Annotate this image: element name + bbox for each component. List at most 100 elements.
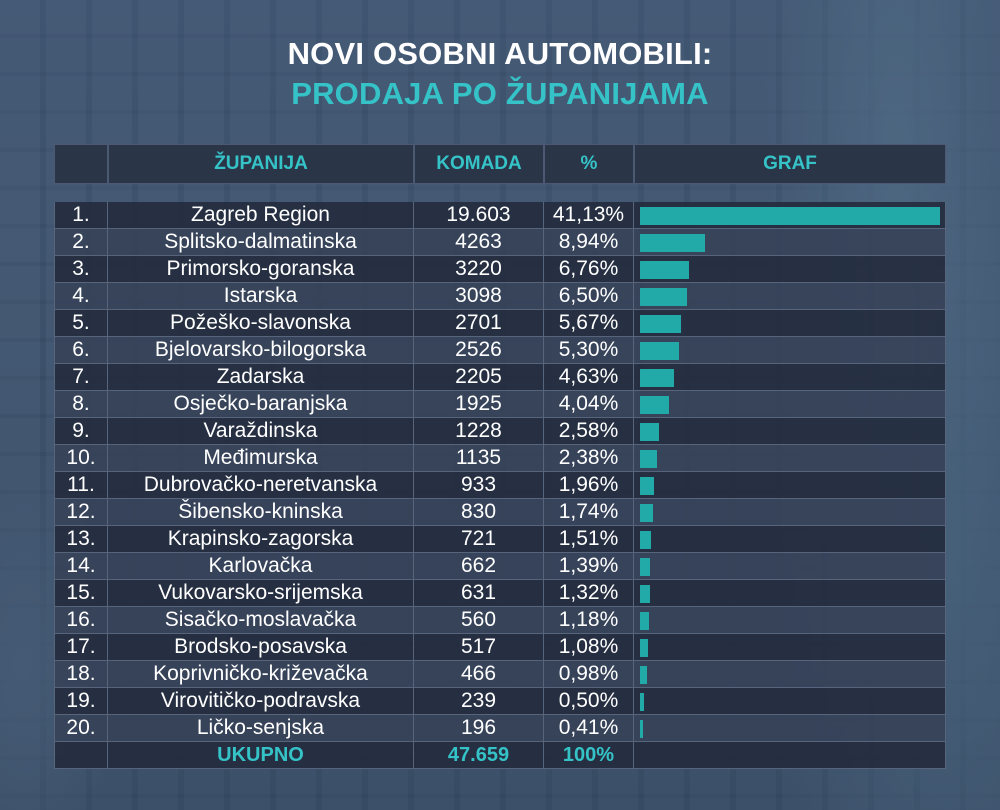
total-graph-cell [634,742,946,769]
region-name-cell: Brodsko-posavska [108,634,414,661]
region-name-cell: Međimurska [108,445,414,472]
table-row: 8. Osječko-baranjska 1925 4,04% [54,391,946,418]
rank-cell: 16. [54,607,108,634]
table-row: 20. Ličko-senjska 196 0,41% [54,715,946,742]
region-name-cell: Šibensko-kninska [108,499,414,526]
total-pct: 100% [544,742,634,769]
region-name-cell: Varaždinska [108,418,414,445]
rank-cell: 17. [54,634,108,661]
header-qty: KOMADA [414,144,544,184]
rank-cell: 4. [54,283,108,310]
graph-cell [634,580,946,607]
header-region: ŽUPANIJA [108,144,414,184]
graph-cell [634,391,946,418]
rank-cell: 14. [54,553,108,580]
table-row: 15. Vukovarsko-srijemska 631 1,32% [54,580,946,607]
qty-cell: 933 [414,472,544,499]
region-name-cell: Bjelovarsko-bilogorska [108,337,414,364]
bar [640,369,674,387]
region-name-cell: Zadarska [108,364,414,391]
bar [640,207,940,225]
table-row: 14. Karlovačka 662 1,39% [54,553,946,580]
table-row: 5. Požeško-slavonska 2701 5,67% [54,310,946,337]
qty-cell: 196 [414,715,544,742]
qty-cell: 517 [414,634,544,661]
pct-cell: 0,98% [544,661,634,688]
graph-cell [634,607,946,634]
qty-cell: 4263 [414,229,544,256]
bar [640,261,689,279]
pct-cell: 41,13% [544,202,634,229]
rank-cell: 8. [54,391,108,418]
rank-cell: 6. [54,337,108,364]
pct-cell: 4,04% [544,391,634,418]
graph-cell [634,283,946,310]
qty-cell: 1228 [414,418,544,445]
rank-cell: 13. [54,526,108,553]
qty-cell: 2526 [414,337,544,364]
rank-cell: 7. [54,364,108,391]
region-name-cell: Ličko-senjska [108,715,414,742]
pct-cell: 1,08% [544,634,634,661]
graph-cell [634,661,946,688]
graph-cell [634,445,946,472]
bar [640,666,647,684]
region-name-cell: Koprivničko-križevačka [108,661,414,688]
bar [640,558,650,576]
region-name-cell: Splitsko-dalmatinska [108,229,414,256]
pct-cell: 0,50% [544,688,634,715]
header-graph: GRAF [634,144,946,184]
region-name-cell: Sisačko-moslavačka [108,607,414,634]
region-name-cell: Zagreb Region [108,202,414,229]
rank-cell: 20. [54,715,108,742]
pct-cell: 1,96% [544,472,634,499]
bar [640,234,705,252]
pct-cell: 5,30% [544,337,634,364]
qty-cell: 560 [414,607,544,634]
bar [640,477,654,495]
rank-cell: 19. [54,688,108,715]
region-name-cell: Karlovačka [108,553,414,580]
pct-cell: 1,74% [544,499,634,526]
qty-cell: 830 [414,499,544,526]
qty-cell: 631 [414,580,544,607]
bar [640,423,659,441]
rank-cell: 3. [54,256,108,283]
qty-cell: 721 [414,526,544,553]
graph-cell [634,472,946,499]
pct-cell: 2,58% [544,418,634,445]
qty-cell: 662 [414,553,544,580]
bar [640,585,650,603]
bar [640,720,643,738]
title-line-2: PRODAJA PO ŽUPANIJAMA [291,76,709,111]
total-rank-cell [54,742,108,769]
graph-cell [634,256,946,283]
bar [640,342,679,360]
pct-cell: 1,51% [544,526,634,553]
table-row: 9. Varaždinska 1228 2,58% [54,418,946,445]
header-pct: % [544,144,634,184]
table-row: 7. Zadarska 2205 4,63% [54,364,946,391]
table-row: 18. Koprivničko-križevačka 466 0,98% [54,661,946,688]
region-name-cell: Osječko-baranjska [108,391,414,418]
bar [640,504,653,522]
table-row: 12. Šibensko-kninska 830 1,74% [54,499,946,526]
graph-cell [634,418,946,445]
bar [640,693,644,711]
table-row: 13. Krapinsko-zagorska 721 1,51% [54,526,946,553]
rank-cell: 1. [54,202,108,229]
qty-cell: 466 [414,661,544,688]
bar [640,288,687,306]
region-name-cell: Virovitičko-podravska [108,688,414,715]
pct-cell: 2,38% [544,445,634,472]
bar [640,450,657,468]
header-rank [54,144,108,184]
region-name-cell: Istarska [108,283,414,310]
qty-cell: 1925 [414,391,544,418]
region-name-cell: Dubrovačko-neretvanska [108,472,414,499]
pct-cell: 1,39% [544,553,634,580]
graph-cell [634,526,946,553]
total-qty: 47.659 [414,742,544,769]
qty-cell: 3220 [414,256,544,283]
pct-cell: 1,32% [544,580,634,607]
